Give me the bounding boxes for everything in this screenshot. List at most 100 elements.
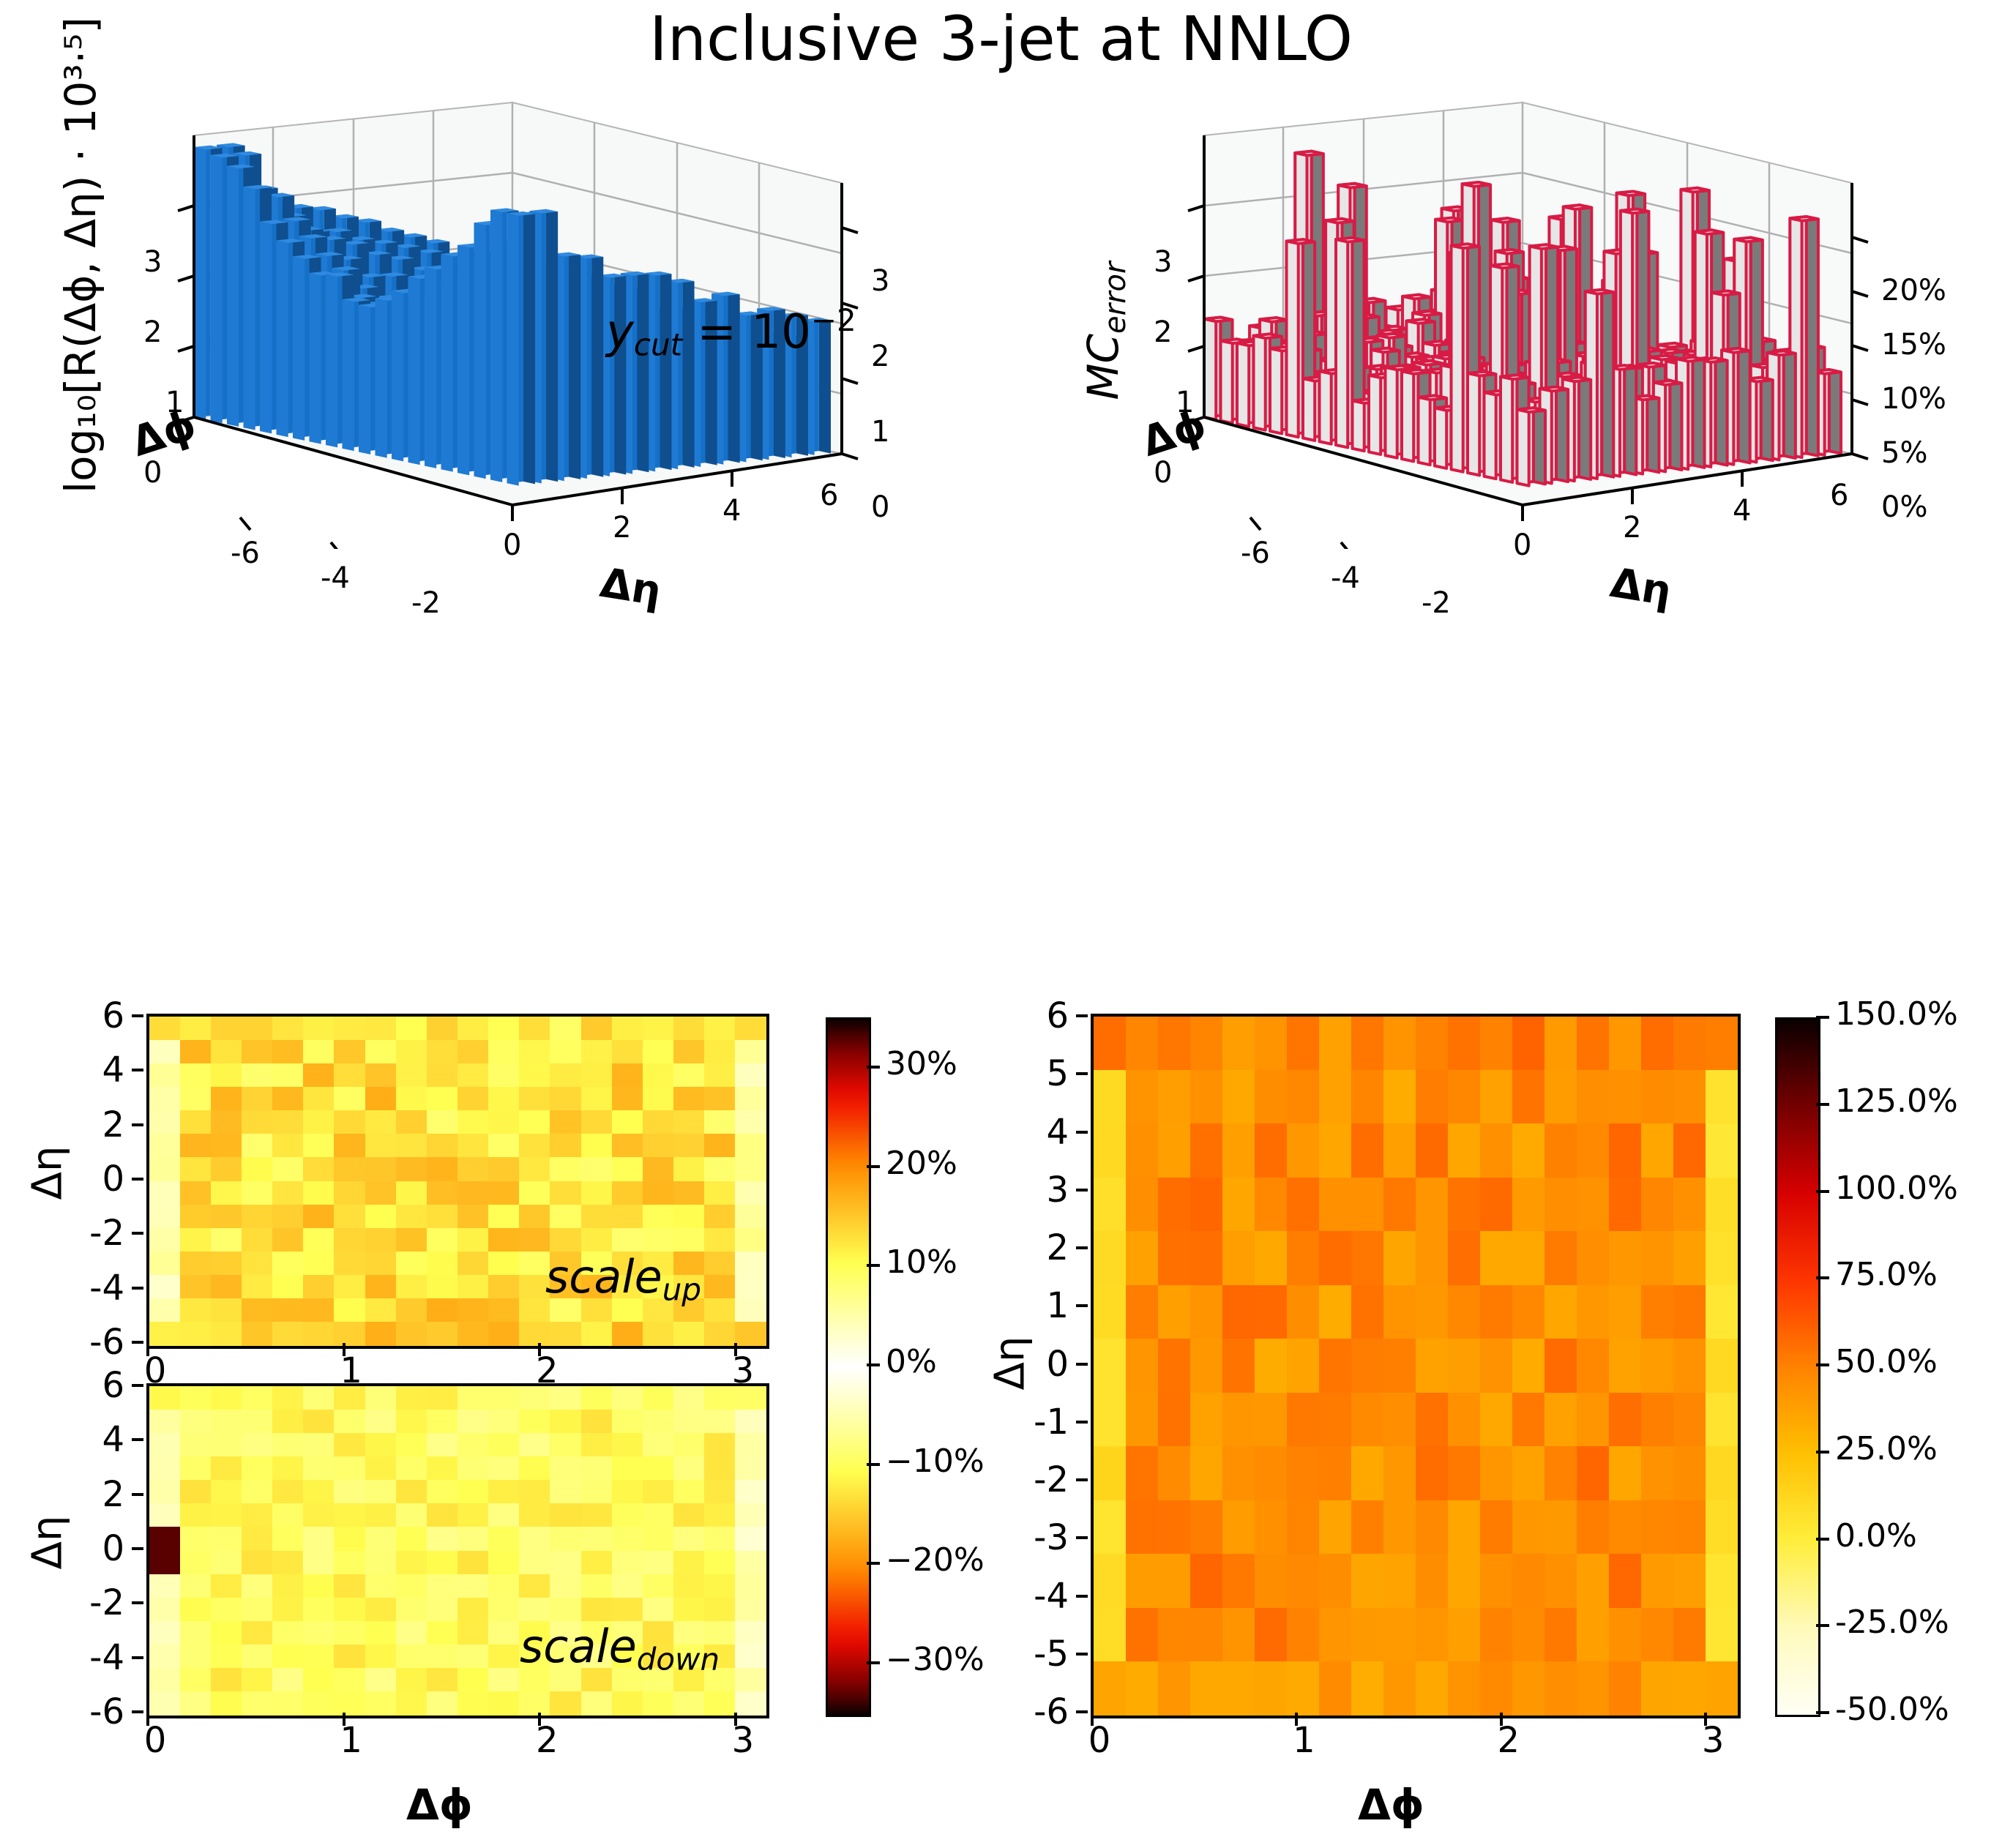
- bar3d-face: [392, 291, 404, 462]
- heatmap-cell: [550, 1503, 582, 1528]
- heatmap-cell: [1512, 1607, 1545, 1663]
- bar3d-face: [1499, 375, 1514, 484]
- bar3d-face: [227, 165, 239, 427]
- heatmap-cell: [673, 1386, 706, 1410]
- ztick-right3d-4: 20%: [1881, 274, 1946, 307]
- bar3d-face: [425, 266, 437, 468]
- heatmap-cell: [580, 1432, 613, 1457]
- heatmap-cell: [488, 1503, 520, 1528]
- heatmap-cell: [1415, 1607, 1449, 1663]
- heatmap-cell: [1125, 1177, 1159, 1232]
- heatmap-cell: [210, 1017, 242, 1041]
- xtick-left3d-4: 2: [613, 511, 632, 545]
- heatmap-cell: [457, 1409, 490, 1434]
- bar3d-face: [1236, 341, 1251, 428]
- colorbar-scale[interactable]: [826, 1017, 871, 1717]
- heatmap-cell: [334, 1322, 366, 1346]
- bar3d-face: [457, 244, 470, 476]
- heatmap-cell: [1479, 1661, 1513, 1716]
- heatmap-cell: [704, 1134, 736, 1159]
- heatmap-ytickmark: [1076, 1536, 1088, 1540]
- heatmap-ytickmark: [1076, 1188, 1088, 1192]
- heatmap-cell: [704, 1251, 736, 1276]
- heatmap-cell: [241, 1204, 274, 1229]
- heatmap-nnlo-nlo[interactable]: [1091, 1014, 1741, 1718]
- heatmap-cell: [1254, 1607, 1288, 1663]
- heatmap-cell: [272, 1227, 305, 1252]
- heatmap-cell: [735, 1503, 766, 1528]
- heatmap-cell: [334, 1668, 366, 1693]
- bar3d-side: [1531, 406, 1547, 486]
- xtick-right3d-4: 2: [1623, 511, 1642, 545]
- heatmap-cell: [303, 1668, 335, 1693]
- bar3d-top: [326, 272, 354, 277]
- heatmap-cell: [673, 1322, 706, 1346]
- colorbar-scale-ticklabel: −30%: [886, 1641, 985, 1679]
- heatmap-cell: [365, 1204, 397, 1229]
- heatmap-cell: [241, 1550, 274, 1575]
- ztick-right3d-2: 10%: [1881, 382, 1946, 416]
- bar3d-face: [326, 274, 338, 448]
- heatmap-cell: [1673, 1339, 1706, 1394]
- heatmap-cell: [1222, 1069, 1255, 1125]
- heatmap-cell: [334, 1227, 366, 1252]
- heatmap-cell: [149, 1432, 181, 1457]
- heatmap-cell: [1318, 1069, 1352, 1125]
- heatmap-cell: [1157, 1607, 1191, 1663]
- heatmap-cell: [1125, 1123, 1159, 1178]
- heatmap-cell: [395, 1620, 427, 1646]
- colorbar-nnlo[interactable]: [1775, 1017, 1820, 1717]
- heatmap-cell: [550, 1574, 582, 1598]
- bar3d-face: [293, 256, 305, 441]
- heatmap-cell: [611, 1597, 643, 1622]
- bar3d-top: [276, 239, 305, 243]
- heatmap-cell: [457, 1386, 490, 1410]
- bar3d-side: [1577, 375, 1593, 481]
- heatmap-cell: [550, 1039, 582, 1064]
- heatmap-cell: [179, 1456, 212, 1481]
- heatmap-cell: [149, 1157, 181, 1182]
- ztick-left3d-2: 2: [871, 340, 890, 373]
- heatmap-cell: [1189, 1446, 1223, 1501]
- heatmap-cell: [642, 1039, 675, 1064]
- heatmap-cell: [1608, 1123, 1642, 1178]
- heatmap-cell: [395, 1157, 427, 1182]
- heatmap-cell: [550, 1480, 582, 1505]
- bar3d-face: [1466, 372, 1482, 477]
- heatmap-cell: [673, 1157, 706, 1182]
- heatmap-cell: [1415, 1661, 1449, 1716]
- heatmap-cell: [1222, 1607, 1255, 1663]
- heatmap-cell: [179, 1386, 212, 1410]
- plot3d-right-svg: [1187, 101, 1869, 549]
- heatmap-cell: [580, 1204, 613, 1229]
- heatmap-cell: [272, 1597, 305, 1622]
- heatmap-cell: [488, 1157, 520, 1182]
- heatmap-cell: [179, 1227, 212, 1252]
- heatmap-cell: [580, 1157, 613, 1182]
- heatmap-cell: [550, 1597, 582, 1622]
- heatmap-cell: [488, 1063, 520, 1088]
- heatmap-cell: [179, 1645, 212, 1669]
- heatmap-cell: [149, 1251, 181, 1276]
- heatmap-cell: [395, 1039, 427, 1064]
- heatmap-cell: [550, 1017, 582, 1041]
- colorbar-nnlo-ticklabel: 100.0%: [1835, 1169, 1958, 1207]
- heatmap-cell: [241, 1620, 274, 1646]
- heatmap-cell: [735, 1386, 766, 1410]
- heatmap-cell: [1318, 1017, 1352, 1071]
- heatmap-cell: [1576, 1017, 1610, 1071]
- heatmap-cell: [210, 1503, 242, 1528]
- heatmap-xtickmark: [146, 1713, 149, 1726]
- heatmap-xtick: 2: [1497, 1720, 1520, 1761]
- heatmap-cell: [303, 1550, 335, 1575]
- heatmap-cell: [1673, 1069, 1706, 1125]
- heatmap-cell: [303, 1157, 335, 1182]
- heatmap-ytick: 0: [102, 1159, 124, 1200]
- heatmap-cell: [457, 1668, 490, 1693]
- heatmap-cell: [1286, 1231, 1320, 1286]
- heatmap-cell: [210, 1668, 242, 1693]
- heatmap-cell: [1447, 1284, 1481, 1340]
- heatmap-ytick: 4: [102, 1419, 124, 1461]
- heatmap-cell: [241, 1275, 274, 1300]
- heatmap-cell: [303, 1503, 335, 1528]
